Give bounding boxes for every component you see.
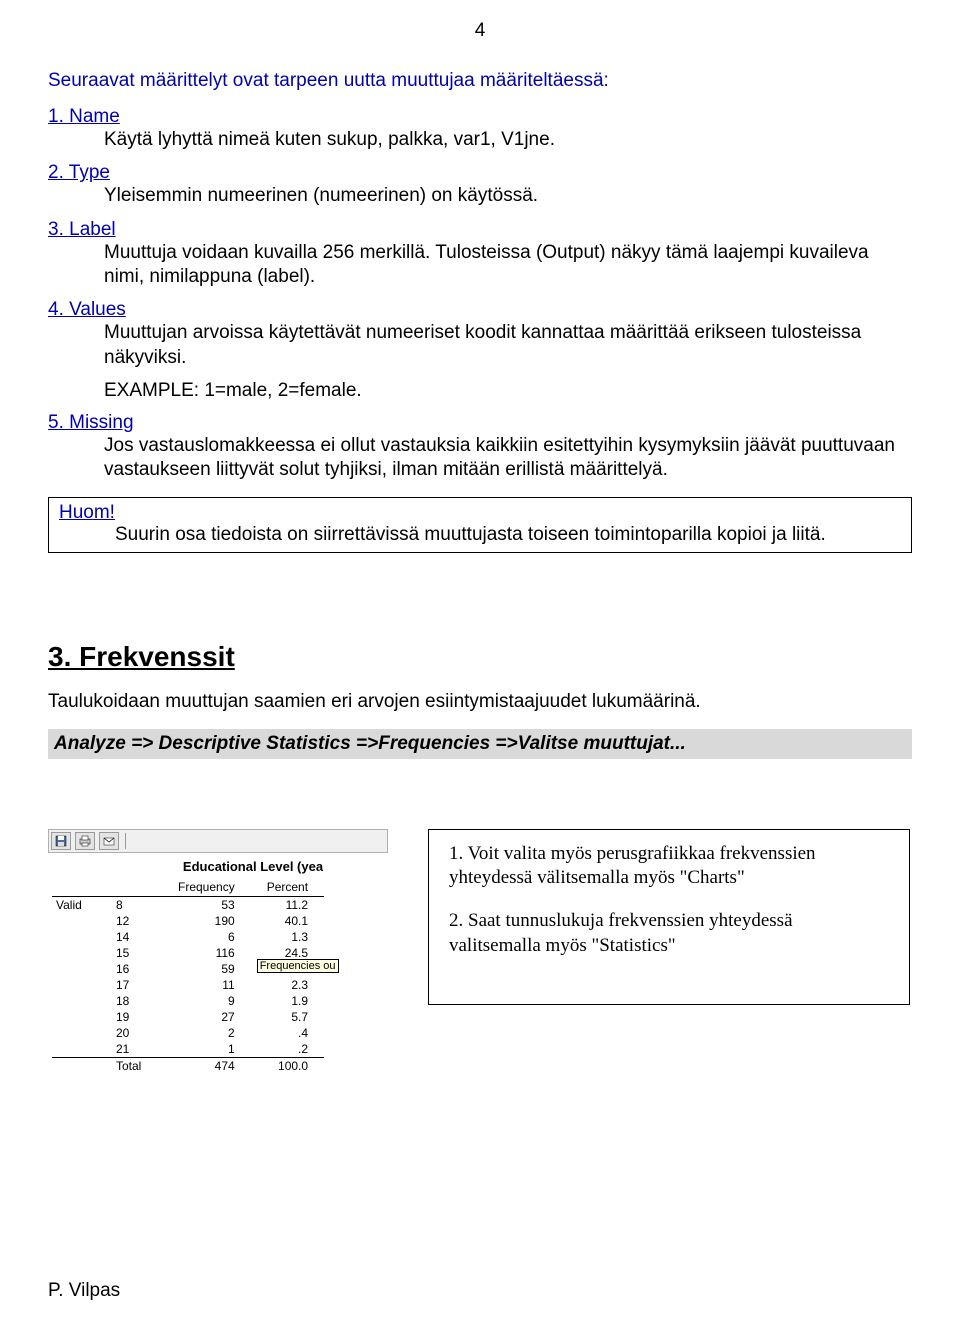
- table-row: 202.4: [52, 1025, 324, 1041]
- freq-cell: 9: [162, 993, 251, 1009]
- freq-cell: 1: [162, 1041, 251, 1058]
- table-total-row: Total474100.0: [52, 1057, 324, 1074]
- def-2-body: Yleisemmin numeerinen (numeerinen) on kä…: [104, 184, 912, 208]
- cat-cell: 21: [100, 1041, 162, 1058]
- def-1-body: Käytä lyhyttä nimeä kuten sukup, palkka,…: [104, 128, 912, 152]
- toolbar-separator: [125, 833, 126, 849]
- menu-path-bar: Analyze => Descriptive Statistics =>Freq…: [48, 729, 912, 759]
- note-body: Suurin osa tiedoista on siirrettävissä m…: [115, 524, 901, 546]
- notes-p2: 2. Saat tunnuslukuja frekvenssien yhteyd…: [449, 909, 889, 958]
- def-5-head-label: 5. Missing: [48, 412, 134, 433]
- pct-cell: .4: [251, 1025, 324, 1041]
- def-3-body: Muuttuja voidaan kuvailla 256 merkillä. …: [104, 241, 912, 290]
- freq-table: Frequency Percent Valid 8 53 11.2 121904…: [52, 878, 324, 1074]
- pct-cell: 40.1: [251, 913, 324, 929]
- example-text: EXAMPLE: 1=male, 2=female.: [104, 380, 912, 402]
- pct-cell: .2: [251, 1041, 324, 1058]
- total-freq: 474: [162, 1057, 251, 1074]
- freq-cell: 59: [162, 961, 251, 977]
- cat-cell: 8: [100, 896, 162, 913]
- export-icon[interactable]: [99, 832, 119, 850]
- total-label: Total: [100, 1057, 162, 1074]
- table-row: 19275.7: [52, 1009, 324, 1025]
- intro-text: Seuraavat määrittelyt ovat tarpeen uutta…: [48, 70, 912, 92]
- freq-cell: 53: [162, 896, 251, 913]
- def-4-head: 4. Values: [48, 299, 912, 321]
- tooltip: Frequencies ou: [257, 959, 339, 973]
- output-toolbar: [48, 829, 388, 853]
- def-2-head-label: 2. Type: [48, 162, 110, 183]
- table-row: 17112.3: [52, 977, 324, 993]
- page-number: 4: [48, 20, 912, 42]
- save-icon[interactable]: [51, 832, 71, 850]
- def-3-head-label: 3. Label: [48, 219, 116, 240]
- print-icon[interactable]: [75, 832, 95, 850]
- cat-cell: 16: [100, 961, 162, 977]
- def-5-body: Jos vastauslomakkeessa ei ollut vastauks…: [104, 434, 912, 483]
- freq-col-percent: Percent: [251, 878, 324, 897]
- total-pct: 100.0: [251, 1057, 324, 1074]
- section-3-heading: 3. Frekvenssit: [48, 641, 912, 673]
- pct-cell-with-tooltip: Frequencies ou: [251, 961, 324, 977]
- note-label-text: Huom!: [59, 502, 115, 523]
- cat-cell: 14: [100, 929, 162, 945]
- pct-cell: 1.9: [251, 993, 324, 1009]
- freq-col-frequency: Frequency: [162, 878, 251, 897]
- freq-cell: 27: [162, 1009, 251, 1025]
- pct-cell: 1.3: [251, 929, 324, 945]
- pct-cell: 2.3: [251, 977, 324, 993]
- freq-table-title: Educational Level (yea: [48, 859, 388, 874]
- table-row: 1219040.1: [52, 913, 324, 929]
- notes-box: 1. Voit valita myös perusgrafiikkaa frek…: [428, 829, 910, 1006]
- cat-cell: 19: [100, 1009, 162, 1025]
- table-row: 1659 Frequencies ou: [52, 961, 324, 977]
- freq-cell: 11: [162, 977, 251, 993]
- table-row: 1891.9: [52, 993, 324, 1009]
- cat-cell: 20: [100, 1025, 162, 1041]
- def-2-head: 2. Type: [48, 162, 912, 184]
- freq-cell: 116: [162, 945, 251, 961]
- freq-cell: 190: [162, 913, 251, 929]
- def-3-head: 3. Label: [48, 219, 912, 241]
- cat-cell: 12: [100, 913, 162, 929]
- def-4-body: Muuttujan arvoissa käytettävät numeerise…: [104, 321, 912, 370]
- section-3-para: Taulukoidaan muuttujan saamien eri arvoj…: [48, 691, 912, 713]
- table-row: Valid 8 53 11.2: [52, 896, 324, 913]
- table-row: 1461.3: [52, 929, 324, 945]
- notes-p1: 1. Voit valita myös perusgrafiikkaa frek…: [449, 842, 889, 891]
- def-5-head: 5. Missing: [48, 412, 912, 434]
- def-4-head-label: 4. Values: [48, 299, 126, 320]
- table-row: 211.2: [52, 1041, 324, 1058]
- cat-cell: 18: [100, 993, 162, 1009]
- valid-label: Valid: [52, 896, 100, 913]
- def-1-head: 1. Name: [48, 106, 912, 128]
- frequencies-output-panel: Educational Level (yea Frequency Percent…: [48, 829, 388, 1074]
- footer-author: P. Vilpas: [48, 1280, 120, 1302]
- cat-cell: 15: [100, 945, 162, 961]
- def-1-head-label: 1. Name: [48, 106, 120, 127]
- pct-cell: 11.2: [251, 896, 324, 913]
- note-label: Huom!: [59, 502, 901, 524]
- pct-cell: 5.7: [251, 1009, 324, 1025]
- cat-cell: 17: [100, 977, 162, 993]
- note-box: Huom! Suurin osa tiedoista on siirrettäv…: [48, 497, 912, 553]
- freq-cell: 6: [162, 929, 251, 945]
- freq-cell: 2: [162, 1025, 251, 1041]
